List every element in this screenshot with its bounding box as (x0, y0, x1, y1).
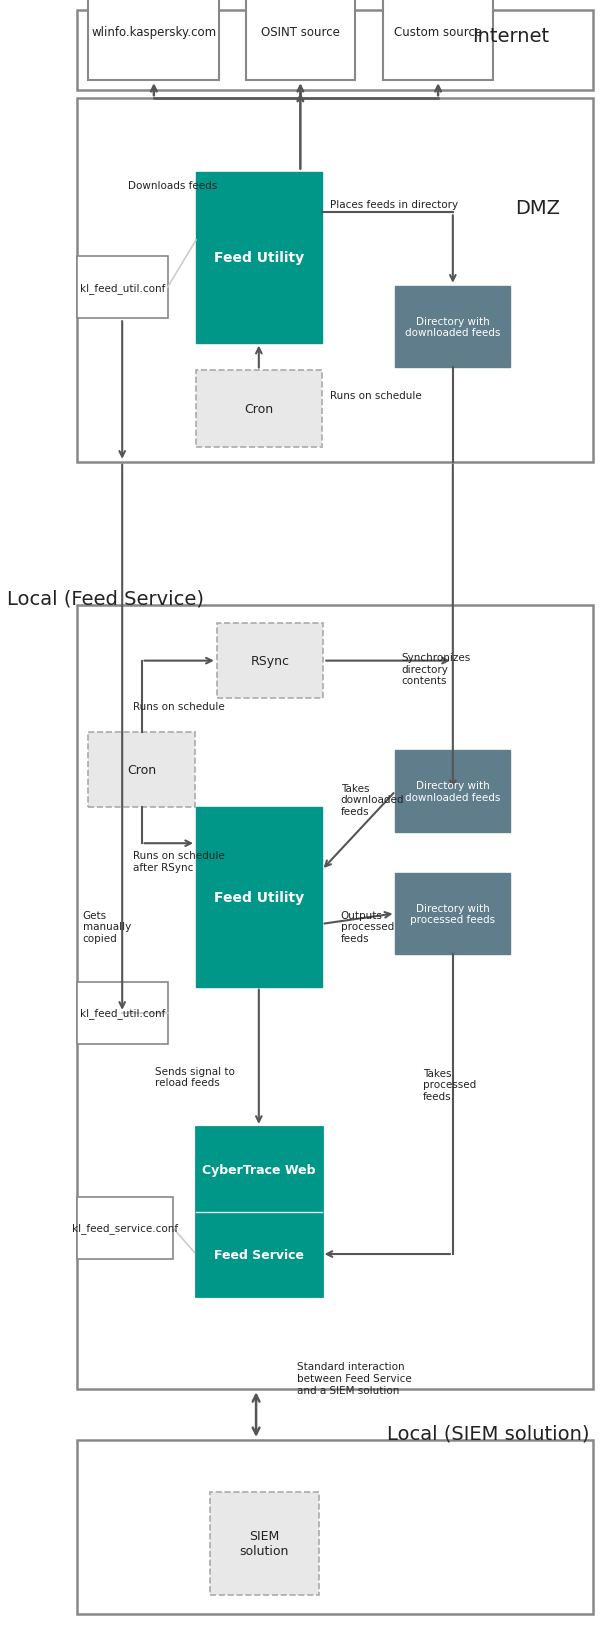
Text: DMZ: DMZ (515, 199, 560, 217)
Text: kl_feed_util.conf: kl_feed_util.conf (80, 1007, 165, 1018)
Text: Standard interaction
between Feed Service
and a SIEM solution: Standard interaction between Feed Servic… (297, 1361, 412, 1395)
Text: Downloads feeds: Downloads feeds (127, 181, 217, 191)
Bar (196, 1128, 321, 1296)
Text: Places feeds in directory: Places feeds in directory (330, 201, 458, 211)
Text: wlinfo.kaspersky.com: wlinfo.kaspersky.com (92, 26, 217, 39)
Text: Feed Utility: Feed Utility (214, 891, 304, 904)
Bar (196, 370, 321, 447)
Bar (196, 1128, 321, 1213)
Text: Feed Service: Feed Service (214, 1248, 304, 1262)
Bar (77, 258, 168, 320)
Bar (384, 0, 493, 82)
Bar (88, 733, 195, 808)
Text: Outputs
processed
feeds: Outputs processed feeds (341, 911, 394, 943)
Bar (77, 11, 594, 91)
Bar (246, 0, 355, 82)
Bar (210, 1492, 319, 1594)
Bar (77, 100, 594, 462)
Text: Feed Utility: Feed Utility (214, 251, 304, 264)
Bar (88, 0, 220, 82)
Text: Directory with
downloaded feeds: Directory with downloaded feeds (405, 317, 501, 338)
Text: Local (Feed Service): Local (Feed Service) (7, 589, 204, 609)
Bar (196, 808, 321, 987)
Bar (77, 605, 594, 1389)
Text: Custom source: Custom source (394, 26, 482, 39)
Text: Cron: Cron (127, 764, 156, 777)
Bar (77, 1198, 173, 1260)
Text: Directory with
downloaded feeds: Directory with downloaded feeds (405, 780, 501, 803)
Text: SIEM
solution: SIEM solution (240, 1529, 289, 1557)
Text: Takes
processed
feeds: Takes processed feeds (423, 1069, 476, 1102)
Text: Local (SIEM solution): Local (SIEM solution) (387, 1423, 590, 1443)
Bar (217, 623, 323, 698)
Text: kl_feed_service.conf: kl_feed_service.conf (72, 1222, 178, 1234)
Text: kl_feed_util.conf: kl_feed_util.conf (80, 282, 165, 294)
Text: RSync: RSync (251, 654, 290, 667)
Bar (395, 751, 510, 832)
Bar (196, 173, 321, 343)
Bar (395, 287, 510, 367)
Text: Runs on schedule
after RSync: Runs on schedule after RSync (133, 850, 225, 873)
Text: CyberTrace Web: CyberTrace Web (202, 1164, 315, 1177)
Text: Runs on schedule: Runs on schedule (133, 702, 225, 712)
Text: Runs on schedule: Runs on schedule (330, 390, 422, 401)
Text: OSINT source: OSINT source (261, 26, 340, 39)
Text: Cron: Cron (244, 403, 273, 416)
Text: Takes
downloaded
feeds: Takes downloaded feeds (341, 783, 404, 816)
Bar (196, 1213, 321, 1296)
Text: Synchronizes
directory
contents: Synchronizes directory contents (401, 653, 470, 685)
Bar (77, 982, 168, 1044)
Bar (395, 873, 510, 955)
Text: Directory with
processed feeds: Directory with processed feeds (411, 902, 495, 925)
Text: Internet: Internet (472, 26, 549, 46)
Text: Sends signal to
reload feeds: Sends signal to reload feeds (155, 1066, 235, 1087)
Bar (77, 1439, 594, 1614)
Text: Gets
manually
copied: Gets manually copied (83, 911, 131, 943)
